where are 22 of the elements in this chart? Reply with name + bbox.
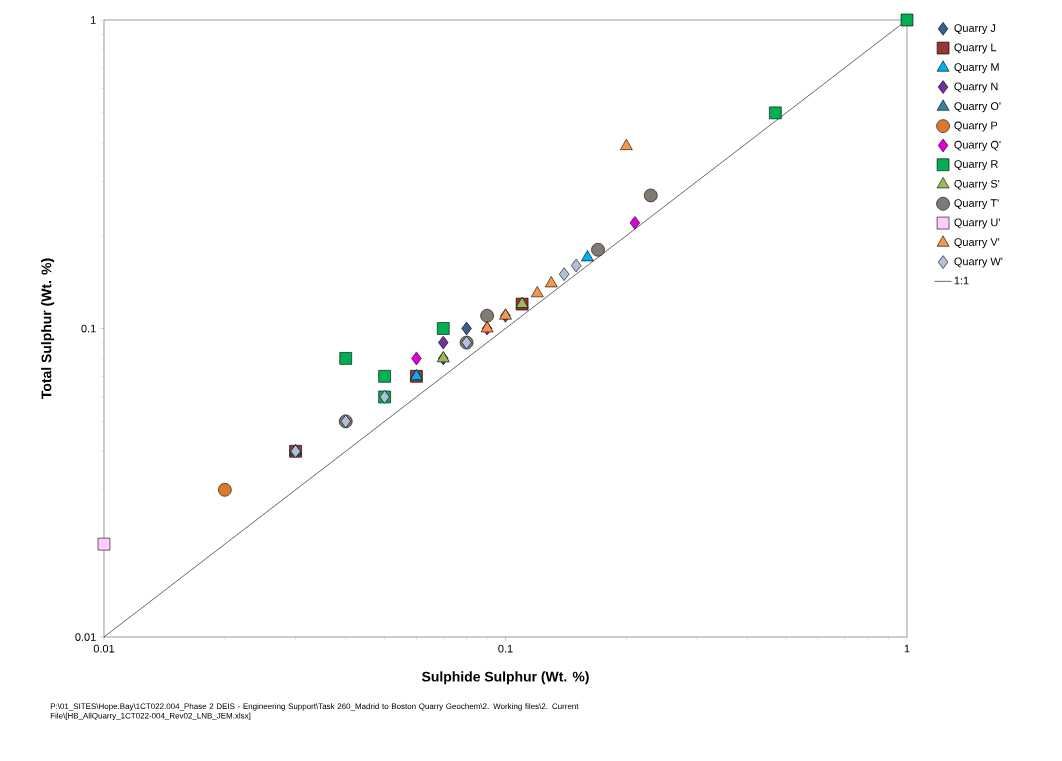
x-tick-label: 1 xyxy=(904,644,910,653)
y-tick-label: 0.01 xyxy=(75,633,96,641)
legend-label: 1:1 xyxy=(954,276,969,285)
y-tick-label: 0.1 xyxy=(81,324,96,333)
y-axis-title: Total Sulphur (Wt. %) xyxy=(41,258,55,399)
legend-label: Quarry U' xyxy=(954,218,1000,229)
x-axis-title: Sulphide Sulphur (Wt. %) xyxy=(421,671,589,685)
x-tick-label: 0.01 xyxy=(93,644,115,653)
legend-label: Quarry T' xyxy=(954,199,999,210)
legend-label: Quarry P xyxy=(954,121,998,132)
legend-label: Quarry L xyxy=(954,43,997,54)
legend-label: Quarry N xyxy=(954,82,998,93)
legend-label: Quarry W' xyxy=(954,257,1003,268)
legend-label: Quarry O' xyxy=(954,102,1001,113)
legend-label: Quarry V' xyxy=(954,238,1000,249)
y-tick-label: 1 xyxy=(90,16,96,24)
legend-label: Quarry R xyxy=(954,160,998,171)
legend-label: Quarry M xyxy=(954,63,999,74)
legend-label: Quarry J xyxy=(954,24,996,35)
x-tick-label: 0.1 xyxy=(498,644,513,653)
legend-label: Quarry Q' xyxy=(954,140,1001,151)
legend-label: Quarry S' xyxy=(954,179,1000,190)
